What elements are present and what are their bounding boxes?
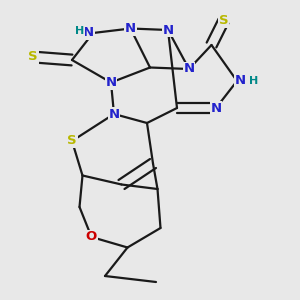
Text: N: N	[234, 74, 246, 88]
Text: H: H	[75, 26, 84, 37]
Text: N: N	[162, 23, 174, 37]
Text: O: O	[86, 230, 97, 244]
Text: N: N	[105, 76, 117, 89]
Text: S: S	[28, 50, 38, 64]
Text: S: S	[67, 134, 77, 148]
Text: H: H	[249, 76, 258, 86]
Text: N: N	[83, 26, 94, 40]
Text: N: N	[125, 22, 136, 35]
Text: S: S	[219, 14, 228, 28]
Text: N: N	[108, 107, 120, 121]
Text: N: N	[210, 101, 222, 115]
Text: N: N	[183, 62, 195, 76]
